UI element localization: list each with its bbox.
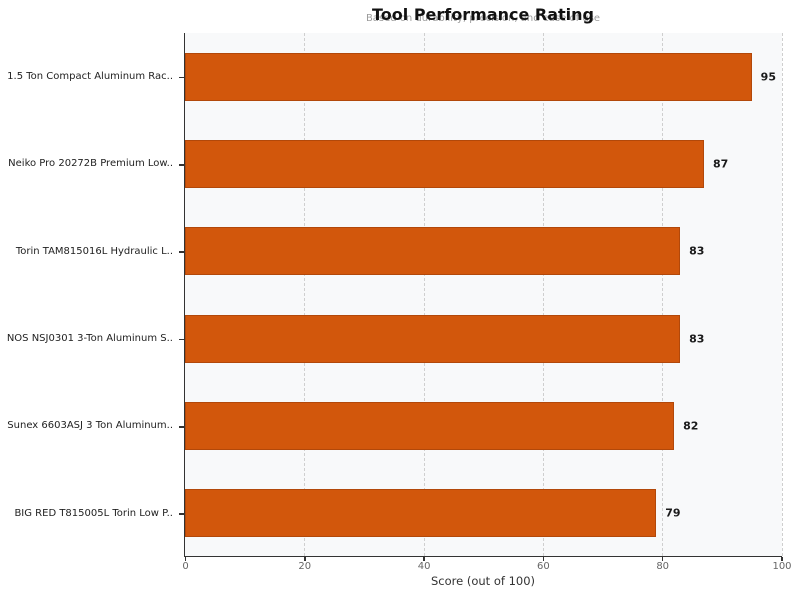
category-label: Torin TAM815016L Hydraulic L..	[15, 245, 173, 257]
x-tick-label: 100	[772, 561, 792, 572]
x-axis-title: Score (out of 100)	[430, 574, 536, 588]
bar-Torin TAM815016L Hydraulic L..	[185, 227, 681, 276]
gridline-x-20	[304, 33, 306, 556]
y-axis-labels: 1.5 Ton Compact Aluminum Rac.. Neiko Pro …	[0, 33, 173, 557]
plot-area: 95 87 83 83 82 79	[184, 33, 783, 557]
category-label: BIG RED T815005L Torin Low P..	[14, 507, 173, 519]
x-tick-mark	[542, 557, 545, 561]
x-tick-label: 0	[182, 561, 189, 572]
x-tick-label: 80	[656, 561, 670, 572]
bar-Sunex 6603ASJ 3 Ton Aluminum..	[185, 401, 675, 450]
y-tick-mark	[179, 164, 184, 166]
chart-subtitle: Based on durability, precision, and ease…	[365, 13, 601, 24]
category-label: 1.5 Ton Compact Aluminum Rac..	[7, 71, 173, 83]
bar-BIG RED T815005L Torin Low P..	[185, 489, 657, 538]
y-tick-mark	[179, 251, 184, 253]
category-label: Sunex 6603ASJ 3 Ton Aluminum..	[7, 420, 173, 432]
x-tick-label: 20	[298, 561, 312, 572]
category-label: NOS NSJ0301 3-Ton Aluminum S..	[6, 333, 173, 345]
bar-NOS NSJ0301 3-Ton Aluminum S..	[185, 314, 681, 363]
bar-row: 83	[185, 208, 782, 295]
value-label: 87	[712, 157, 729, 171]
x-tick-label: 40	[417, 561, 431, 572]
gridline-x-60	[542, 33, 544, 556]
bar-row: 87	[185, 120, 782, 207]
value-label: 83	[689, 332, 705, 346]
bar-Neiko Pro 20272B Premium Low..	[185, 139, 704, 188]
gridline-x-80	[662, 33, 664, 556]
value-label: 82	[683, 419, 699, 433]
bar-row: 95	[185, 33, 782, 120]
x-tick-mark	[304, 557, 306, 561]
bar-row: 79	[185, 470, 782, 557]
value-label: 79	[665, 506, 681, 520]
gridline-x-100	[781, 33, 783, 556]
bar-1.5 Ton Compact Aluminum Rac..	[185, 52, 752, 101]
x-tick-mark	[661, 557, 664, 561]
category-label: Neiko Pro 20272B Premium Low..	[8, 158, 173, 170]
value-label: 95	[760, 70, 776, 84]
x-tick-mark	[423, 557, 425, 561]
bar-row: 82	[185, 382, 782, 469]
y-tick-mark	[179, 338, 184, 341]
y-tick-mark	[179, 76, 184, 79]
x-tick-mark	[184, 557, 187, 561]
x-tick-label: 60	[537, 561, 550, 572]
value-label: 83	[689, 244, 705, 258]
y-tick-mark	[179, 426, 184, 428]
y-tick-mark	[179, 513, 184, 515]
gridline-x-40	[423, 33, 425, 556]
x-tick-mark	[781, 557, 783, 561]
chart-title: Tool Performance Rating	[372, 5, 594, 24]
bar-row: 83	[185, 295, 782, 382]
